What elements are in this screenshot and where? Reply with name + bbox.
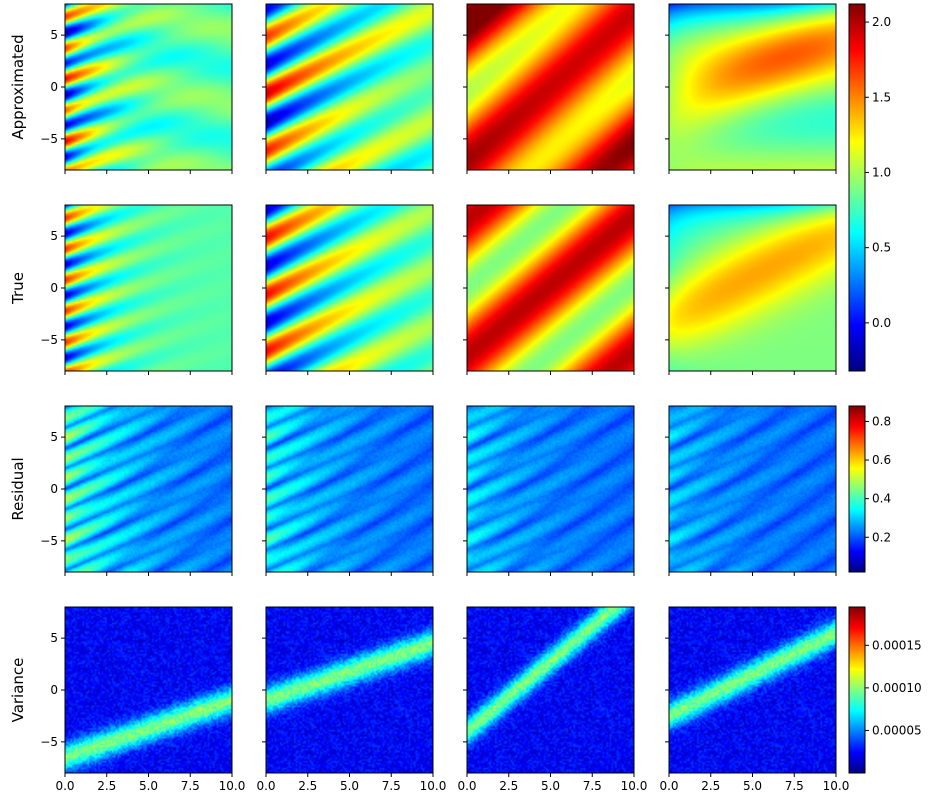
y-tick-label: 0 (50, 80, 58, 94)
row-label: True (9, 272, 27, 305)
x-tick-label: 10.0 (621, 779, 648, 793)
x-tick-label: 10.0 (219, 779, 246, 793)
x-tick-label: 5.0 (541, 779, 560, 793)
y-tick-label: −5 (40, 534, 58, 548)
colorbar-tick-label: 0.00010 (872, 681, 922, 695)
heatmap-variance-2 (266, 607, 433, 773)
y-tick-label: −5 (40, 132, 58, 146)
row-label: Residual (9, 457, 27, 520)
heatmap-approximated-1 (65, 4, 232, 170)
heatmap-true-3 (467, 205, 634, 371)
heatmap-variance-4 (669, 607, 836, 773)
colorbar-tick-label: 0.2 (872, 530, 891, 544)
x-tick-label: 0.0 (55, 779, 74, 793)
x-tick-label: 5.0 (743, 779, 762, 793)
row-label: Approximated (9, 34, 27, 139)
heatmap-variance-3 (467, 607, 634, 773)
colorbar-tick-label: 0.8 (872, 414, 891, 428)
y-tick-label: 5 (50, 229, 58, 243)
heatmap-residual-4 (669, 406, 836, 572)
y-tick-label: −5 (40, 735, 58, 749)
heatmap-residual-1 (65, 406, 232, 572)
colorbar-tick-label: 1.5 (872, 90, 891, 104)
heatmap-variance-1 (65, 607, 232, 773)
colorbar-tick-label: 0.00005 (872, 723, 922, 737)
x-tick-label: 7.5 (382, 779, 401, 793)
colorbar-tick-label: 0.00015 (872, 638, 922, 652)
y-tick-label: 5 (50, 631, 58, 645)
colorbar-tick-label: 1.0 (872, 165, 891, 179)
x-tick-label: 5.0 (139, 779, 158, 793)
colorbar-tick-label: 0.5 (872, 241, 891, 255)
row-label: Variance (9, 658, 27, 723)
colorbar-tick-label: 0.4 (872, 492, 891, 506)
y-tick-label: 0 (50, 482, 58, 496)
colorbar-variance (848, 606, 866, 774)
heatmap-true-1 (65, 205, 232, 371)
x-tick-label: 7.5 (785, 779, 804, 793)
heatmap-true-4 (669, 205, 836, 371)
heatmap-approximated-4 (669, 4, 836, 170)
x-tick-label: 5.0 (340, 779, 359, 793)
colorbar-value (848, 3, 866, 372)
x-tick-label: 7.5 (181, 779, 200, 793)
y-tick-label: 5 (50, 430, 58, 444)
colorbar-residual (848, 405, 866, 573)
heatmap-approximated-3 (467, 4, 634, 170)
heatmap-true-2 (266, 205, 433, 371)
x-tick-label: 0.0 (659, 779, 678, 793)
x-tick-label: 7.5 (583, 779, 602, 793)
x-tick-label: 2.5 (97, 779, 116, 793)
colorbar-tick-label: 0.0 (872, 316, 891, 330)
heatmap-residual-3 (467, 406, 634, 572)
x-tick-label: 0.0 (256, 779, 275, 793)
y-tick-label: 5 (50, 28, 58, 42)
x-tick-label: 0.0 (457, 779, 476, 793)
heatmap-approximated-2 (266, 4, 433, 170)
y-tick-label: 0 (50, 281, 58, 295)
x-tick-label: 2.5 (499, 779, 518, 793)
colorbar-tick-label: 2.0 (872, 15, 891, 29)
y-tick-label: 0 (50, 683, 58, 697)
x-tick-label: 10.0 (420, 779, 447, 793)
x-tick-label: 10.0 (823, 779, 850, 793)
colorbar-tick-label: 0.6 (872, 453, 891, 467)
x-tick-label: 2.5 (701, 779, 720, 793)
x-tick-label: 2.5 (298, 779, 317, 793)
heatmap-residual-2 (266, 406, 433, 572)
y-tick-label: −5 (40, 333, 58, 347)
